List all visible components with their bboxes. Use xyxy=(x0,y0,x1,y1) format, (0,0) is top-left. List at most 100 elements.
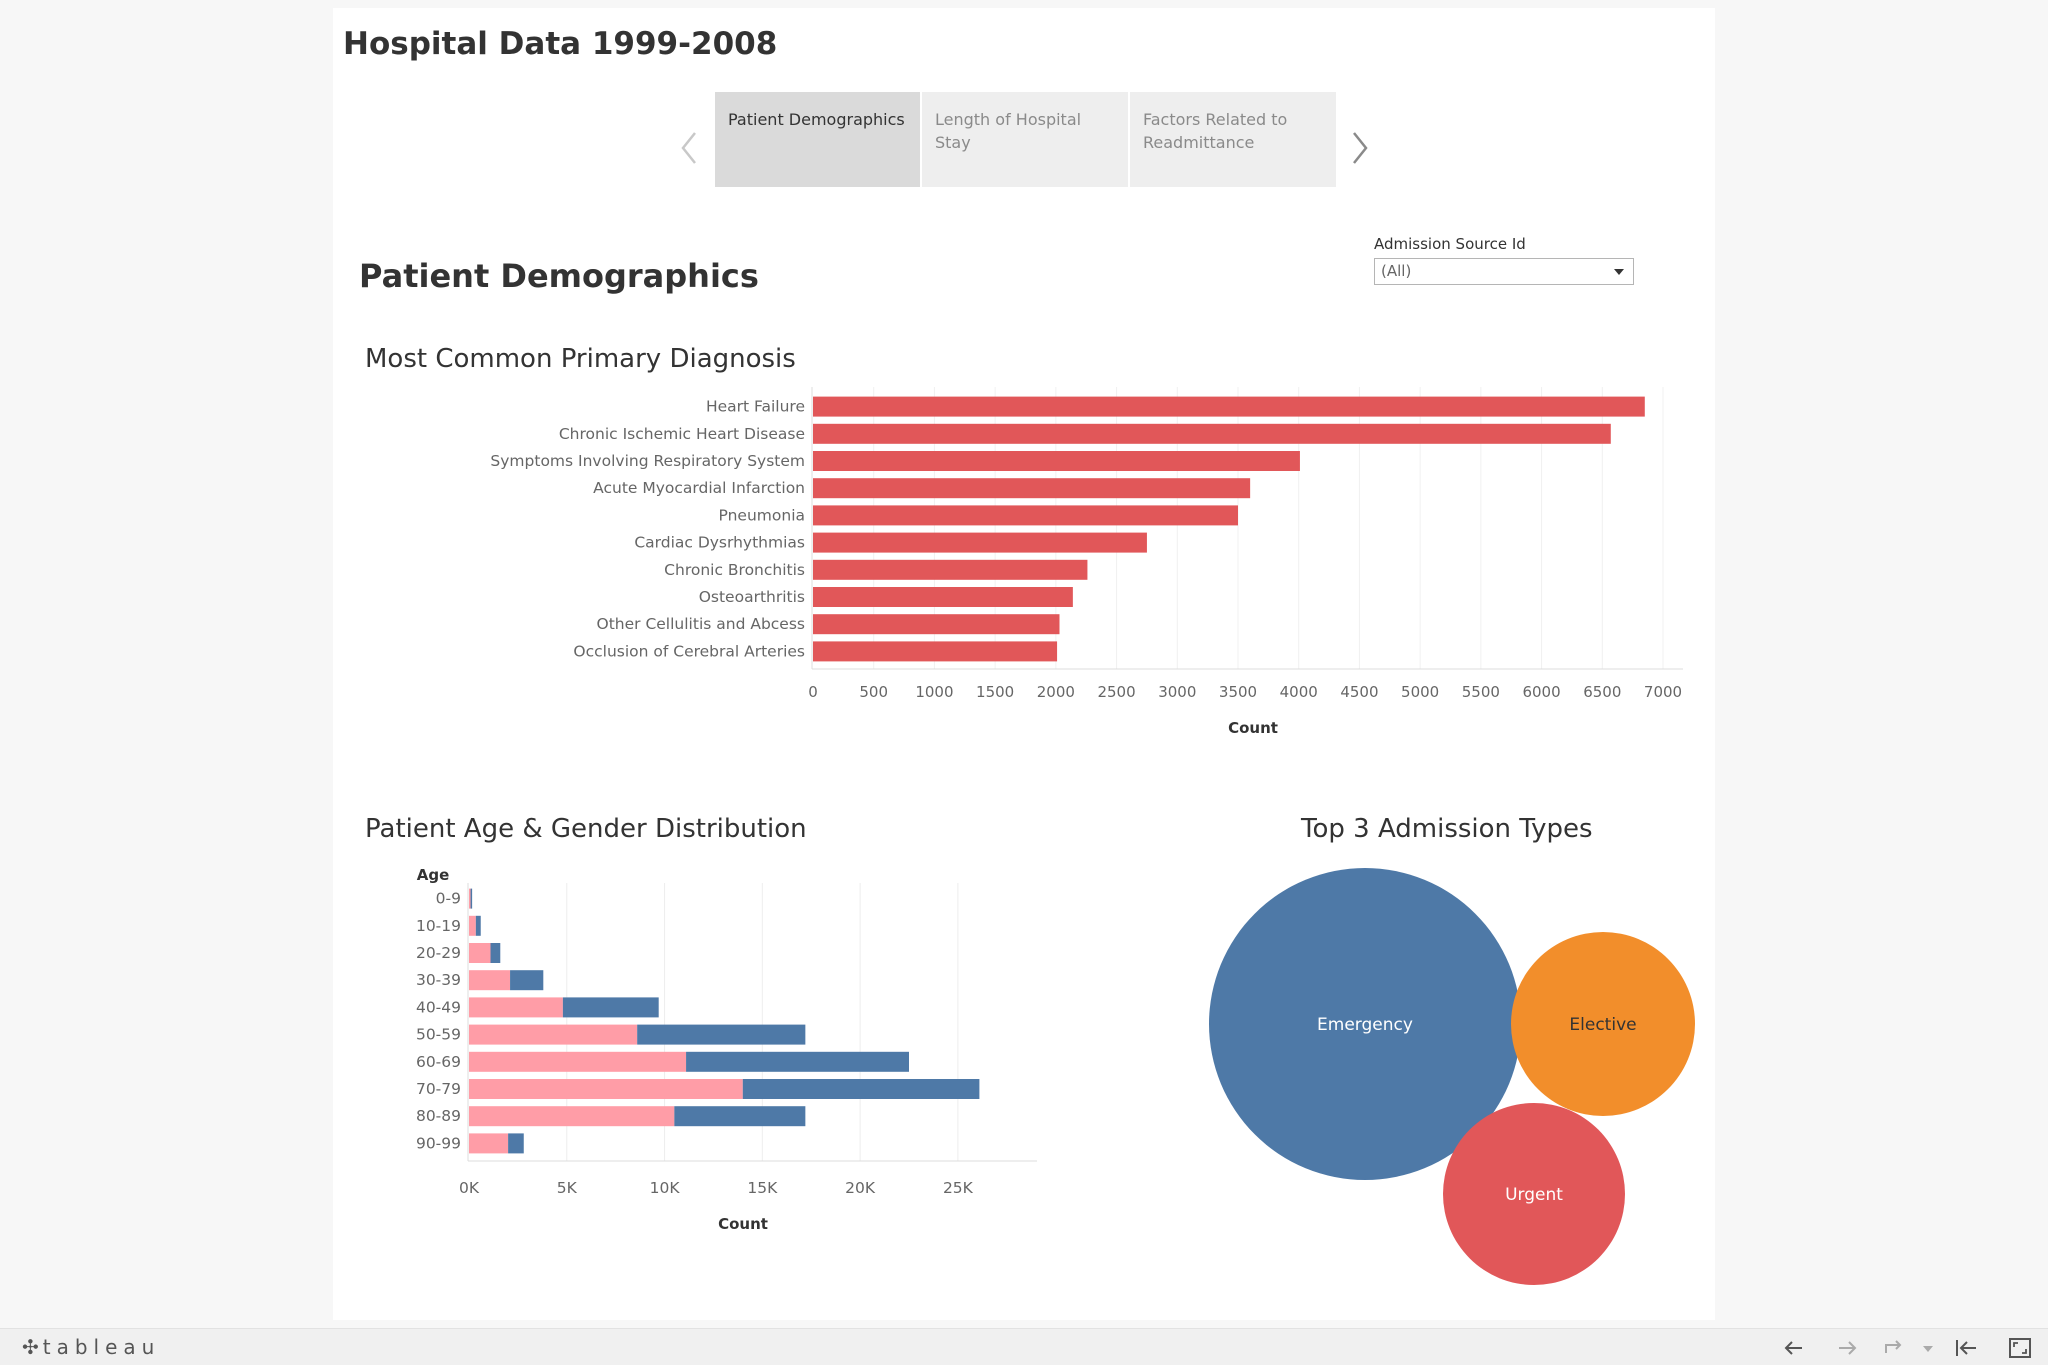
category-label: Osteoarthritis xyxy=(699,588,805,606)
tableau-logo[interactable]: ✣ tableau xyxy=(22,1335,160,1359)
filter-label: Admission Source Id xyxy=(1374,235,1526,253)
age-bar-segment-blue[interactable] xyxy=(490,943,501,963)
x-tick-label: 15K xyxy=(747,1179,778,1197)
x-tick-label: 7000 xyxy=(1644,683,1682,701)
x-tick-label: 6000 xyxy=(1522,683,1560,701)
diagnosis-bar[interactable] xyxy=(813,478,1251,499)
diagnosis-bar[interactable] xyxy=(813,423,1611,444)
x-tick-label: 0K xyxy=(459,1179,480,1197)
x-axis-title: Count xyxy=(718,1215,768,1233)
x-tick-label: 2500 xyxy=(1097,683,1135,701)
category-label: Chronic Bronchitis xyxy=(664,561,805,579)
admission-bubble[interactable] xyxy=(1511,932,1695,1116)
chevron-right-icon[interactable] xyxy=(1344,123,1374,173)
category-label: Occlusion of Cerebral Arteries xyxy=(573,642,805,660)
diagnosis-bar[interactable] xyxy=(813,614,1060,635)
tableau-wordmark: tableau xyxy=(42,1335,161,1359)
diagnosis-chart-title: Most Common Primary Diagnosis xyxy=(365,344,796,374)
age-bar-segment-blue[interactable] xyxy=(508,1133,524,1154)
age-group-label: 70-79 xyxy=(416,1080,461,1098)
section-title: Patient Demographics xyxy=(359,257,759,295)
diagnosis-bar[interactable] xyxy=(813,505,1238,526)
age-bar-segment-blue[interactable] xyxy=(562,997,659,1018)
age-group-label: 80-89 xyxy=(416,1107,461,1125)
age-bar-segment-pink[interactable] xyxy=(469,1106,675,1127)
diagnosis-bar[interactable] xyxy=(813,396,1645,417)
category-label: Symptoms Involving Respiratory System xyxy=(490,452,805,470)
age-group-label: 30-39 xyxy=(416,971,461,989)
admission-bubble[interactable] xyxy=(1209,868,1521,1180)
diagnosis-bar[interactable] xyxy=(813,451,1300,471)
x-tick-label: 5K xyxy=(557,1179,578,1197)
x-tick-label: 25K xyxy=(943,1179,974,1197)
fullscreen-icon[interactable] xyxy=(2006,1335,2034,1361)
age-bar-segment-blue[interactable] xyxy=(686,1051,909,1072)
revert-icon[interactable] xyxy=(1880,1335,1908,1361)
admission-source-filter[interactable]: (All) xyxy=(1374,258,1634,285)
diagnosis-chart: 0 500 1000 1500 2000 2500 3000 3500 4000 4500 5000… xyxy=(490,387,1683,737)
age-group-label: 0-9 xyxy=(436,890,461,908)
x-tick-label: 5000 xyxy=(1401,683,1439,701)
x-tick-label: 3500 xyxy=(1219,683,1257,701)
age-bar-segment-pink[interactable] xyxy=(469,915,476,936)
x-tick-label: 3000 xyxy=(1158,683,1196,701)
x-tick-label: 1500 xyxy=(976,683,1014,701)
dashboard: Hospital Data 1999-2008 Patient Demograp… xyxy=(333,8,1715,1320)
age-group-label: 50-59 xyxy=(416,1026,461,1044)
footer-toolbar: ✣ tableau xyxy=(0,1328,2048,1365)
age-bar-segment-blue[interactable] xyxy=(475,915,481,936)
x-tick-label: 2000 xyxy=(1037,683,1075,701)
age-group-label: 40-49 xyxy=(416,998,461,1016)
chevron-left-icon[interactable] xyxy=(675,123,705,173)
story-point-patient-demographics[interactable]: Patient Demographics xyxy=(715,92,920,187)
y-axis-title: Age xyxy=(417,866,450,884)
admission-bubble[interactable] xyxy=(1443,1103,1625,1285)
category-label: Other Cellulitis and Abcess xyxy=(597,615,805,633)
diagnosis-bar[interactable] xyxy=(813,532,1147,553)
age-bar-segment-blue[interactable] xyxy=(470,888,473,909)
admission-bubble-chart: Emergency Elective Urgent xyxy=(1209,868,1695,1285)
redo-icon[interactable] xyxy=(1833,1335,1861,1361)
diagnosis-bar[interactable] xyxy=(813,587,1073,607)
x-tick-label: 1000 xyxy=(915,683,953,701)
filter-value: (All) xyxy=(1381,262,1412,280)
chevron-down-icon xyxy=(1614,269,1624,275)
category-label: Chronic Ischemic Heart Disease xyxy=(559,425,805,443)
reset-icon[interactable] xyxy=(1952,1335,1980,1361)
age-bar-segment-pink[interactable] xyxy=(469,888,471,909)
x-tick-label: 5500 xyxy=(1462,683,1500,701)
age-bar-segment-pink[interactable] xyxy=(469,943,491,963)
undo-icon[interactable] xyxy=(1780,1335,1808,1361)
category-label: Acute Myocardial Infarction xyxy=(593,479,805,497)
age-bar-segment-pink[interactable] xyxy=(469,1079,743,1099)
age-bar-segment-pink[interactable] xyxy=(469,1133,509,1154)
admission-bubble-label: Elective xyxy=(1569,1015,1636,1035)
admission-bubble-label: Urgent xyxy=(1505,1185,1563,1205)
x-tick-label: 4000 xyxy=(1280,683,1318,701)
story-point-label: Factors Related to Readmittance xyxy=(1143,110,1288,152)
x-tick-label: 0 xyxy=(808,683,818,701)
age-bar-segment-pink[interactable] xyxy=(469,1024,638,1045)
category-label: Pneumonia xyxy=(719,506,805,524)
x-tick-label: 10K xyxy=(650,1179,681,1197)
age-bar-segment-blue[interactable] xyxy=(510,970,544,991)
age-bar-segment-pink[interactable] xyxy=(469,997,563,1018)
age-bar-segment-pink[interactable] xyxy=(469,970,511,991)
x-tick-label: 500 xyxy=(859,683,888,701)
age-gender-chart: Age 0K 5K 10K 15K 20K 25K 0-9 10-19 20-29 30-39 40-… xyxy=(416,866,1037,1233)
age-bar-segment-blue[interactable] xyxy=(674,1106,806,1127)
diagnosis-bar[interactable] xyxy=(813,559,1088,580)
age-bar-segment-pink[interactable] xyxy=(469,1051,687,1072)
x-tick-label: 20K xyxy=(845,1179,876,1197)
age-group-label: 20-29 xyxy=(416,944,461,962)
story-point-length-of-stay[interactable]: Length of Hospital Stay xyxy=(922,92,1128,187)
age-bar-segment-blue[interactable] xyxy=(637,1024,806,1045)
story-point-readmittance[interactable]: Factors Related to Readmittance xyxy=(1130,92,1336,187)
age-group-label: 60-69 xyxy=(416,1053,461,1071)
story-point-label: Length of Hospital Stay xyxy=(935,110,1082,152)
diagnosis-bar[interactable] xyxy=(813,641,1058,662)
category-label: Heart Failure xyxy=(706,398,805,416)
dropdown-icon[interactable] xyxy=(1918,1335,1938,1361)
age-bar-segment-blue[interactable] xyxy=(742,1079,980,1099)
dashboard-title: Hospital Data 1999-2008 xyxy=(343,26,778,62)
